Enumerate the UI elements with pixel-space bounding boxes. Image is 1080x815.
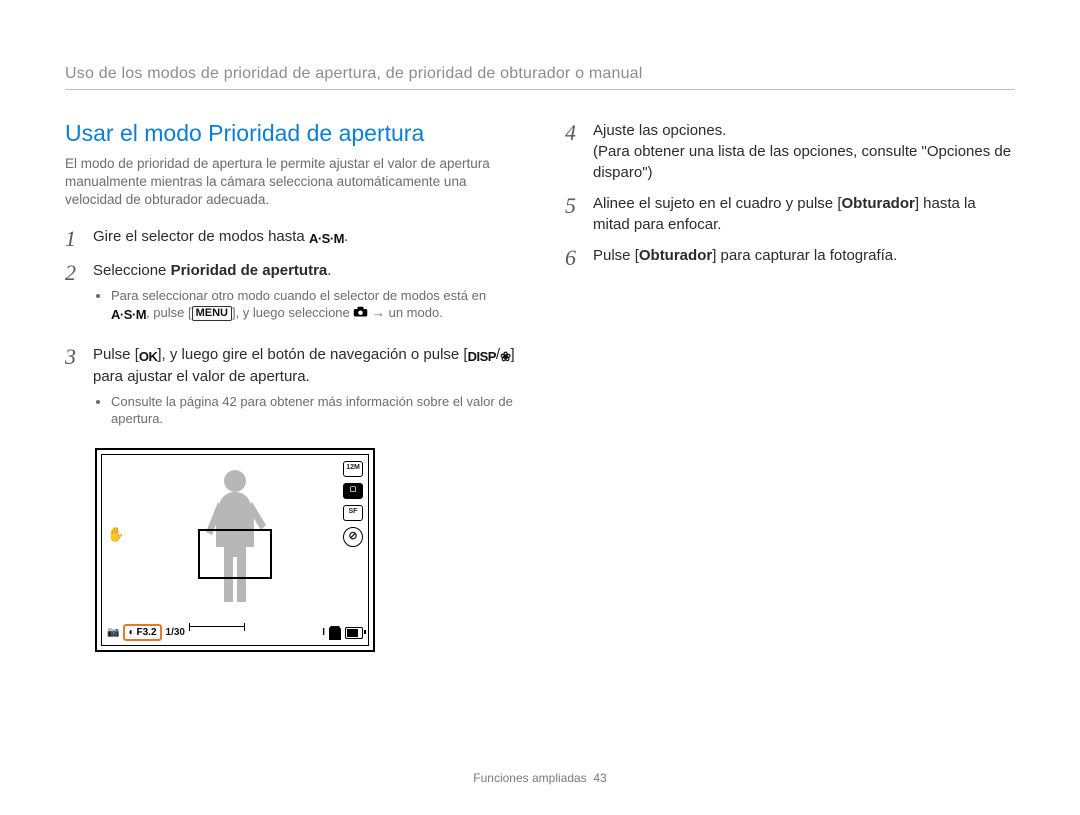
- step-line: Ajuste las opciones.: [593, 120, 1015, 141]
- disp-icon: DISP: [468, 348, 496, 366]
- step-number: 1: [65, 226, 83, 250]
- step-6: 6 Pulse [Obturador] para capturar la fot…: [565, 245, 1015, 269]
- step-body: Seleccione Prioridad de apertutra. Para …: [93, 260, 515, 334]
- step-body: Pulse [Obturador] para capturar la fotog…: [593, 245, 897, 269]
- ok-icon: OK: [139, 348, 158, 366]
- battery-icon: [345, 627, 363, 639]
- right-column: 4 Ajuste las opciones. (Para obtener una…: [565, 120, 1015, 652]
- step-number: 5: [565, 193, 583, 235]
- vf-screen: ✋ 12M ▢ SF ⊘ 📷 ◐ F3.2: [101, 454, 369, 646]
- step-tail: .: [327, 262, 331, 279]
- page-footer: Funciones ampliadas 43: [0, 771, 1080, 785]
- step-3: 3 Pulse [OK], y luego gire el botón de n…: [65, 344, 515, 438]
- section-intro: El modo de prioridad de apertura le perm…: [65, 155, 515, 210]
- step-4: 4 Ajuste las opciones. (Para obtener una…: [565, 120, 1015, 183]
- bullet-text: Para seleccionar otro modo cuando el sel…: [111, 288, 486, 303]
- step-5: 5 Alinee el sujeto en el cuadro y pulse …: [565, 193, 1015, 235]
- step-text: ] para capturar la fotografía.: [712, 247, 897, 264]
- step-text: Gire el selector de modos hasta: [93, 228, 309, 245]
- step-number: 2: [65, 260, 83, 334]
- section-title: Usar el modo Prioridad de apertura: [65, 120, 515, 147]
- f-value: F3.2: [137, 627, 157, 638]
- resolution-icon: 12M: [343, 461, 363, 477]
- step-body: Pulse [OK], y luego gire el botón de nav…: [93, 344, 515, 438]
- vf-outer-frame: ✋ 12M ▢ SF ⊘ 📷 ◐ F3.2: [95, 448, 375, 652]
- exposure-scale-icon: [189, 626, 245, 639]
- aperture-highlight: ◐ F3.2: [123, 624, 161, 641]
- breadcrumb: Uso de los modos de prioridad de apertur…: [65, 65, 1015, 83]
- step-1: 1 Gire el selector de modos hasta A·S·M.: [65, 226, 515, 250]
- vf-bottom-bar: 📷 ◐ F3.2 1/30 I: [102, 624, 368, 641]
- camera-mode-icon: 📷: [107, 627, 119, 638]
- footer-section: Funciones ampliadas: [473, 771, 586, 785]
- step-tail: .: [344, 228, 348, 245]
- bullet-text: , pulse [: [146, 305, 192, 320]
- asm-icon: A·S·M: [111, 306, 146, 324]
- menu-icon: MENU: [192, 306, 232, 321]
- sd-card-icon: [329, 626, 341, 640]
- header-rule: Uso de los modos de prioridad de apertur…: [65, 65, 1015, 90]
- stabilization-icon: ✋: [107, 525, 125, 543]
- step-text: Alinee el sujeto en el cuadro y pulse [: [593, 195, 842, 212]
- flash-off-icon: ⊘: [343, 527, 363, 547]
- vf-right-icons: 12M ▢ SF ⊘: [343, 461, 363, 547]
- sf-icon: SF: [343, 505, 363, 521]
- bullet-text: ], y luego seleccione: [232, 305, 353, 320]
- step-line: (Para obtener una lista de las opciones,…: [593, 141, 1015, 183]
- viewfinder-illustration: ✋ 12M ▢ SF ⊘ 📷 ◐ F3.2: [95, 448, 375, 652]
- camera-icon: [353, 306, 368, 318]
- step-body: Gire el selector de modos hasta A·S·M.: [93, 226, 348, 250]
- footer-page-number: 43: [593, 771, 606, 785]
- step-number: 4: [565, 120, 583, 183]
- step-bullets: Para seleccionar otro modo cuando el sel…: [93, 287, 515, 324]
- step-text: Seleccione: [93, 262, 171, 279]
- bullet-text: → un modo.: [368, 305, 442, 320]
- step-text: Pulse [: [93, 346, 139, 363]
- step-number: 6: [565, 245, 583, 269]
- bullet: Consulte la página 42 para obtener más i…: [111, 393, 515, 428]
- step-bold: Obturador: [639, 247, 712, 264]
- step-text: ], y luego gire el botón de navegación o…: [157, 346, 467, 363]
- macro-icon: ❀: [500, 348, 510, 366]
- shots-remaining: I: [322, 627, 325, 638]
- step-number: 3: [65, 344, 83, 438]
- step-2: 2 Seleccione Prioridad de apertutra. Par…: [65, 260, 515, 334]
- content-columns: Usar el modo Prioridad de apertura El mo…: [65, 120, 1015, 652]
- step-bullets: Consulte la página 42 para obtener más i…: [93, 393, 515, 428]
- bullet: Para seleccionar otro modo cuando el sel…: [111, 287, 515, 324]
- manual-page: Uso de los modos de prioridad de apertur…: [0, 0, 1080, 815]
- step-body: Alinee el sujeto en el cuadro y pulse [O…: [593, 193, 1015, 235]
- aperture-icon: ◐: [128, 627, 134, 638]
- step-bold: Obturador: [842, 195, 915, 212]
- shutter-value: 1/30: [166, 627, 185, 638]
- step-bold: Prioridad de apertutra: [171, 262, 328, 279]
- left-column: Usar el modo Prioridad de apertura El mo…: [65, 120, 515, 652]
- step-body: Ajuste las opciones. (Para obtener una l…: [593, 120, 1015, 183]
- step-text: Pulse [: [593, 247, 639, 264]
- asm-icon: A·S·M: [309, 230, 344, 248]
- focus-box-icon: [198, 529, 272, 579]
- quality-icon: ▢: [343, 483, 363, 499]
